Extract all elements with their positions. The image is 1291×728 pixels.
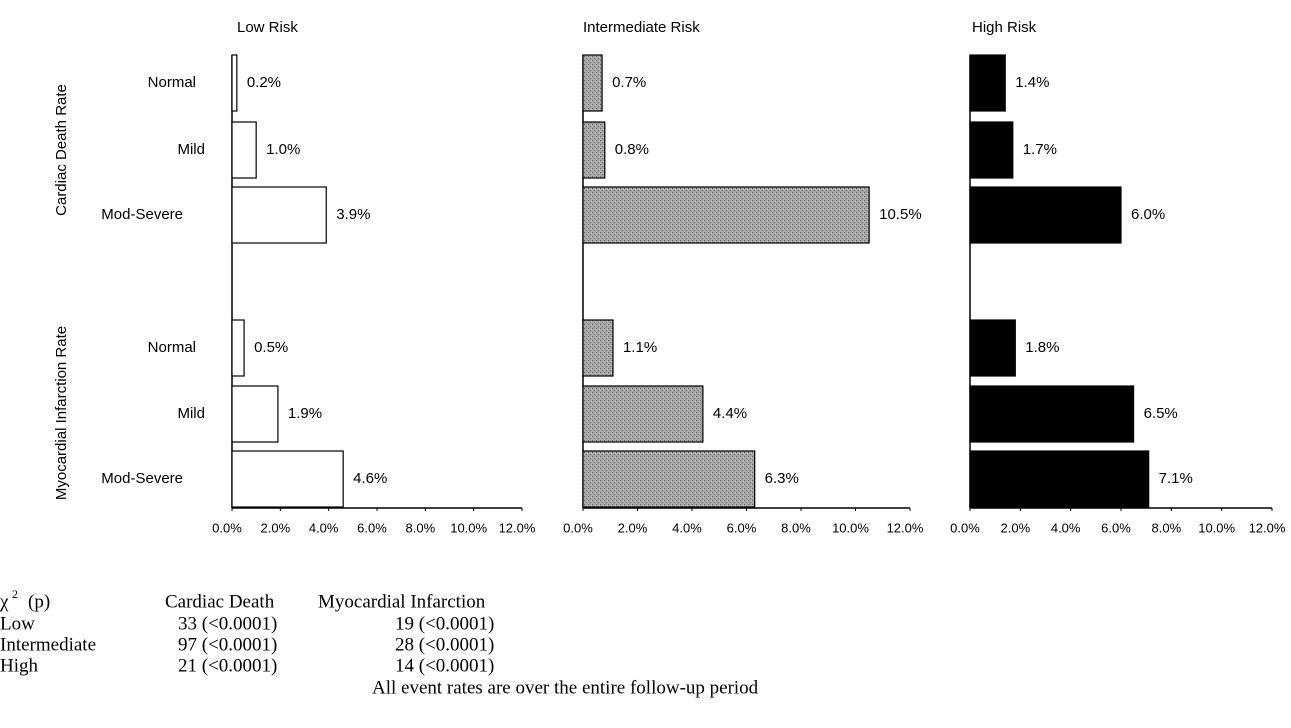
category-label: Mild (177, 141, 205, 158)
table-note: All event rates are over the entire foll… (372, 677, 759, 698)
x-tick-label: 6.0% (1101, 520, 1131, 535)
value-label: 1.9% (288, 405, 322, 422)
bar (969, 450, 1150, 508)
x-tick-label: 10.0% (832, 520, 869, 535)
x-tick-label: 4.0% (309, 520, 339, 535)
table-cell: Intermediate (0, 634, 96, 655)
value-label: 1.1% (623, 339, 657, 356)
x-tick-label: 12.0% (887, 520, 924, 535)
x-tick-label: 2.0% (618, 520, 648, 535)
value-label: 10.5% (879, 206, 922, 223)
table-cell: 14 (<0.0001) (395, 655, 494, 676)
category-label: Mild (177, 405, 205, 422)
value-label: 0.5% (254, 339, 288, 356)
x-tick-label: 0.0% (950, 520, 980, 535)
group-label: Cardiac Death Rate (53, 84, 70, 216)
bar (969, 121, 1014, 179)
value-label: 1.8% (1025, 339, 1059, 356)
group-label: Myocardial Infarction Rate (53, 326, 70, 500)
x-tick-label: 12.0% (1249, 520, 1286, 535)
value-label: 1.7% (1023, 141, 1057, 158)
bar (231, 450, 344, 508)
value-label: 4.6% (353, 470, 387, 487)
value-label: 1.0% (266, 141, 300, 158)
table-header: Cardiac Death (165, 591, 275, 612)
panel-title: Low Risk (237, 19, 298, 36)
table-cell: 97 (<0.0001) (178, 634, 277, 655)
x-tick-label: 4.0% (672, 520, 702, 535)
x-tick-label: 8.0% (1152, 520, 1182, 535)
x-tick-label: 2.0% (261, 520, 291, 535)
bar (582, 54, 603, 112)
x-tick-label: 8.0% (406, 520, 436, 535)
table-exponent: 2 (12, 587, 18, 601)
bar (231, 385, 279, 443)
value-label: 6.3% (765, 470, 799, 487)
table-cell: 33 (<0.0001) (178, 613, 277, 634)
bar (231, 121, 257, 179)
x-tick-label: 10.0% (1198, 520, 1235, 535)
category-label: Normal (148, 339, 196, 356)
bar (582, 186, 870, 244)
bar (582, 121, 606, 179)
x-tick-label: 0.0% (563, 520, 593, 535)
value-label: 6.5% (1144, 405, 1178, 422)
value-label: 6.0% (1131, 206, 1165, 223)
table-symbol: χ (0, 591, 9, 612)
category-label: Mod-Severe (101, 470, 183, 487)
x-tick-label: 8.0% (781, 520, 811, 535)
bar (231, 54, 238, 112)
x-tick-label: 10.0% (450, 520, 487, 535)
x-tick-label: 2.0% (1001, 520, 1031, 535)
x-tick-label: 6.0% (727, 520, 757, 535)
bar (969, 319, 1016, 377)
value-label: 3.9% (336, 206, 370, 223)
x-tick-label: 4.0% (1051, 520, 1081, 535)
table-cell: High (0, 655, 39, 676)
x-tick-label: 0.0% (212, 520, 242, 535)
bar (969, 385, 1135, 443)
table-cell: 28 (<0.0001) (395, 634, 494, 655)
table-cell: Low (0, 613, 35, 634)
value-label: 0.2% (247, 74, 281, 91)
value-label: 0.8% (615, 141, 649, 158)
bar (231, 186, 327, 244)
table-header: Myocardial Infarction (318, 591, 486, 612)
bar (582, 319, 614, 377)
category-label: Normal (148, 74, 196, 91)
value-label: 7.1% (1159, 470, 1193, 487)
bar (969, 186, 1122, 244)
table-suffix: (p) (28, 591, 50, 612)
x-tick-label: 12.0% (499, 520, 536, 535)
bar (582, 450, 756, 508)
panel-title: High Risk (972, 19, 1037, 36)
bar (231, 319, 245, 377)
bar (582, 385, 704, 443)
table-cell: 19 (<0.0001) (395, 613, 494, 634)
bar (969, 54, 1006, 112)
value-label: 0.7% (612, 74, 646, 91)
x-tick-label: 6.0% (357, 520, 387, 535)
category-label: Mod-Severe (101, 206, 183, 223)
value-label: 1.4% (1015, 74, 1049, 91)
value-label: 4.4% (713, 405, 747, 422)
table-cell: 21 (<0.0001) (178, 655, 277, 676)
panel-title: Intermediate Risk (583, 19, 700, 36)
